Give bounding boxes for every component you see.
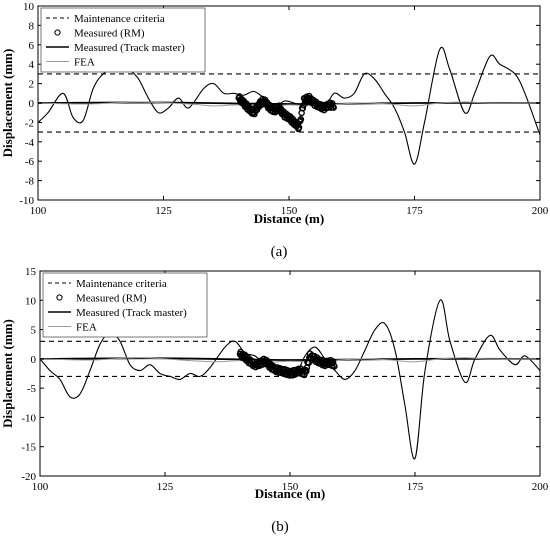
x-tick-label: 100 — [30, 205, 47, 217]
legend: Maintenance criteria Measured (RM) Measure… — [42, 272, 208, 338]
y-tick-label: 6 — [29, 40, 35, 52]
y-tick-label: 0 — [31, 354, 37, 366]
y-tick-label: -20 — [21, 471, 36, 483]
y-tick-label: 10 — [25, 295, 37, 307]
panel-caption: (b) — [271, 519, 289, 535]
series-measured-rm — [236, 348, 338, 379]
x-tick-label: 125 — [155, 205, 172, 217]
y-tick-label: 4 — [29, 59, 35, 71]
x-tick-label: 175 — [407, 481, 424, 493]
rm-marker — [330, 104, 337, 111]
series-measured-rm — [235, 92, 337, 133]
y-tick-label: 2 — [29, 79, 35, 91]
legend-label: Maintenance criteria — [74, 13, 165, 25]
rm-marker — [331, 363, 338, 370]
legend: Maintenance criteria Measured (RM) Measure… — [40, 7, 206, 73]
plot-area — [40, 299, 540, 460]
y-tick-label: -10 — [19, 195, 34, 207]
x-tick-label: 150 — [281, 205, 298, 217]
y-tick-label: 8 — [29, 20, 35, 32]
rm-marker — [295, 124, 303, 131]
legend-label: FEA — [74, 57, 95, 69]
x-tick-label: 175 — [406, 205, 423, 217]
y-tick-label: 5 — [31, 325, 37, 337]
x-tick-label: 200 — [532, 481, 549, 493]
y-tick-label: 0 — [29, 98, 35, 110]
x-axis-label: Distance (m) — [254, 211, 324, 226]
y-tick-label: -15 — [21, 442, 36, 454]
rm-marker — [299, 104, 307, 112]
y-tick-label: -5 — [27, 383, 37, 395]
chart-panel-2: 100 125 150 175 200 -20 -15 -10 -5 0 5 10 15 Distance… — [0, 266, 549, 535]
legend-label: Measured (RM) — [74, 28, 145, 40]
legend-swatch-marker — [54, 29, 61, 36]
legend-label: Maintenance criteria — [76, 278, 167, 290]
rm-marker — [302, 367, 310, 375]
x-axis-label: Distance (m) — [255, 486, 325, 501]
legend-label: Measured (RM) — [76, 293, 147, 305]
y-tick-label: -4 — [25, 137, 35, 149]
chart-panel-1: 100 125 150 175 200 -10 -8 -6 -4 -2 0 2 4 6 8 10 Distanc… — [0, 1, 549, 260]
y-axis-label: Displacement (mm) — [0, 319, 15, 428]
x-tick-label: 125 — [157, 481, 174, 493]
legend-swatch-marker — [56, 294, 63, 301]
panel-caption: (a) — [271, 244, 288, 260]
y-tick-label: -2 — [25, 117, 34, 129]
x-tick-label: 200 — [532, 205, 549, 217]
rm-marker — [297, 116, 305, 123]
y-tick-label: -10 — [21, 412, 36, 424]
x-tick-label: 150 — [282, 481, 299, 493]
y-tick-label: 10 — [23, 1, 35, 13]
y-tick-label: 15 — [25, 266, 37, 278]
y-axis-label: Displacement (mm) — [0, 49, 15, 158]
legend-label: FEA — [76, 322, 97, 334]
legend-label: Measured (Track master) — [74, 42, 185, 54]
x-tick-label: 100 — [32, 481, 49, 493]
y-tick-label: -8 — [25, 176, 35, 188]
y-tick-label: -6 — [25, 156, 35, 168]
legend-label: Measured (Track master) — [76, 307, 187, 319]
plot-area — [38, 46, 540, 165]
